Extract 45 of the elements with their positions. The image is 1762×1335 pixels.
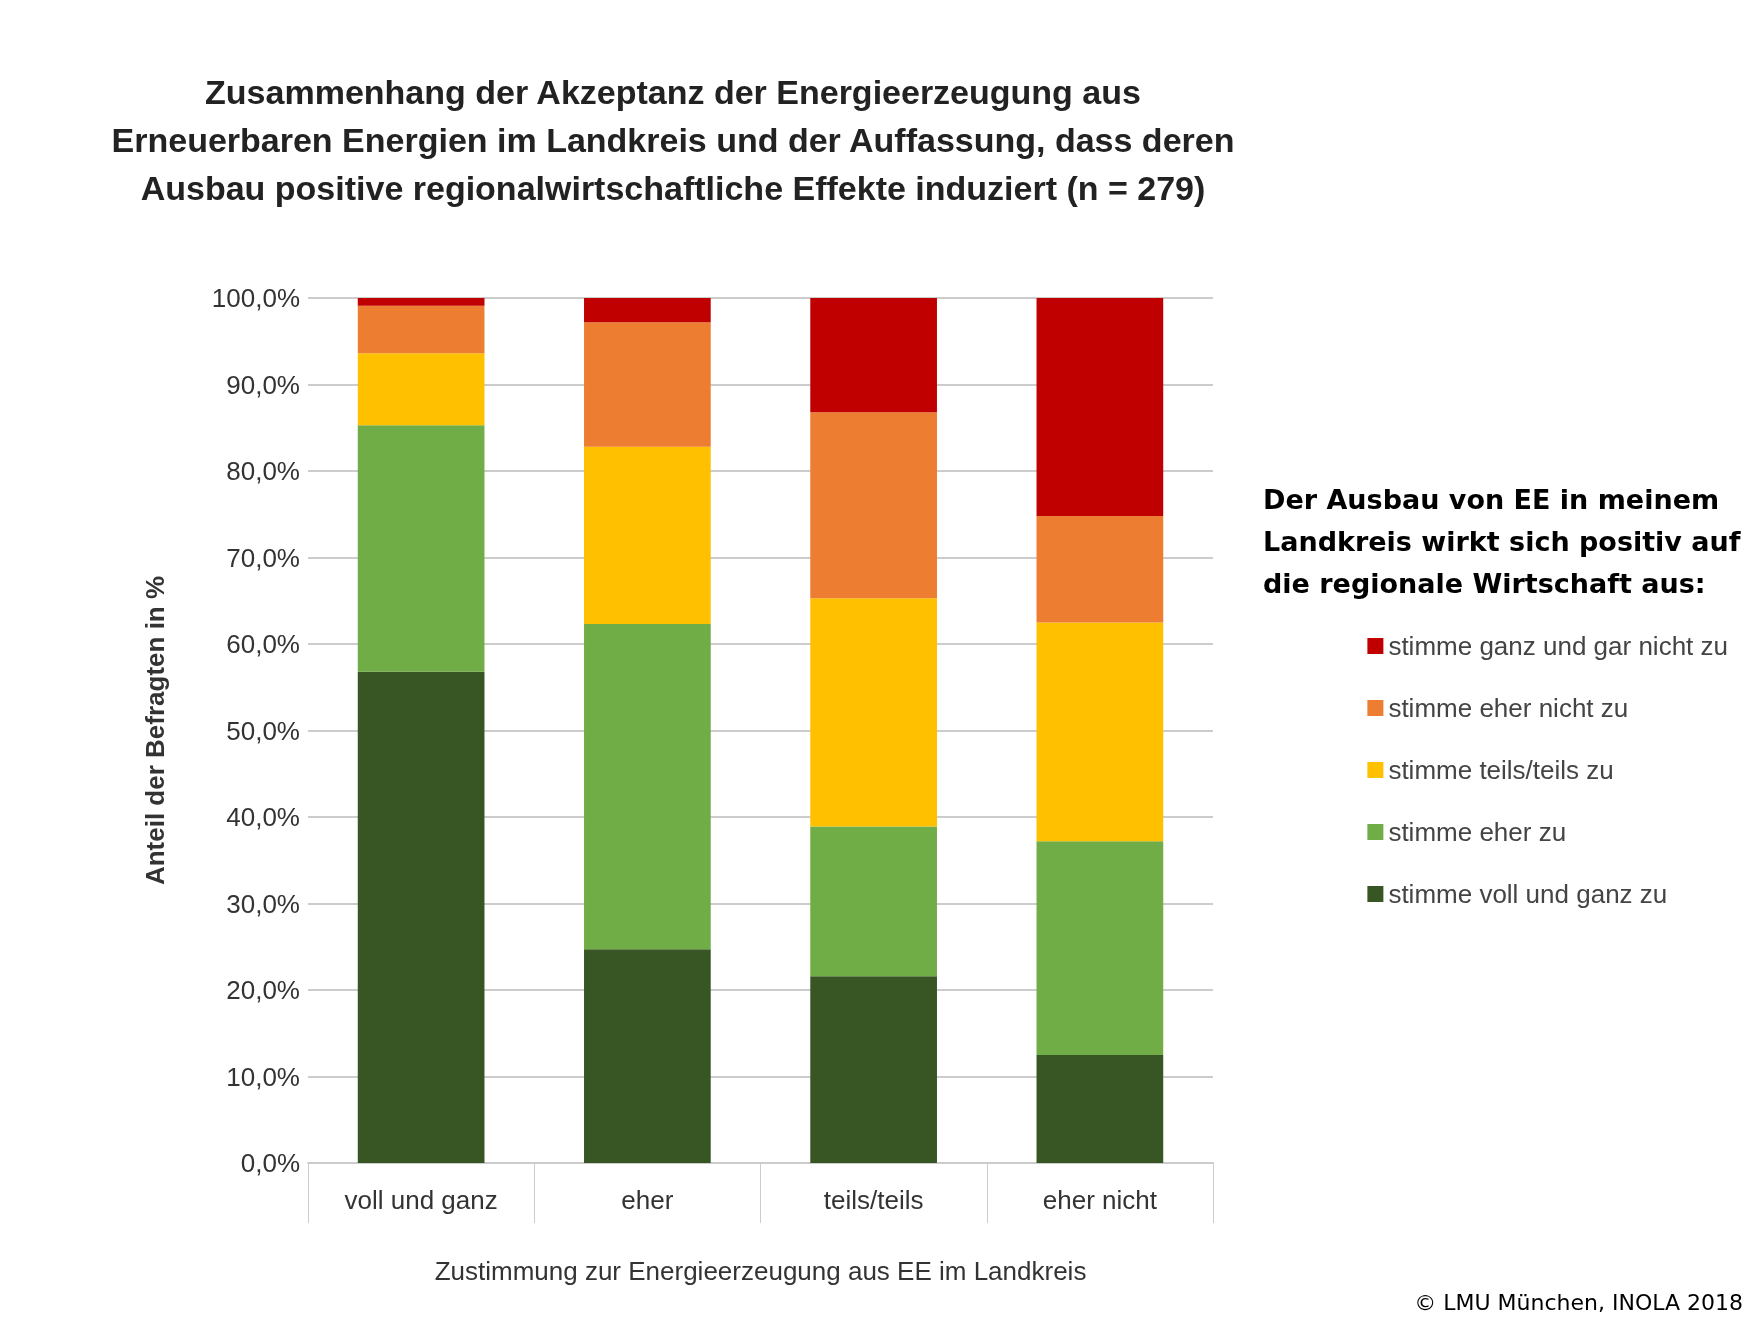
y-tick-label: 90,0% xyxy=(226,369,300,400)
y-tick-label: 10,0% xyxy=(226,1061,300,1092)
y-tick-label: 60,0% xyxy=(226,629,300,659)
legend-label: stimme ganz und gar nicht zu xyxy=(1388,631,1729,661)
y-tick-label: 30,0% xyxy=(226,888,300,919)
bar xyxy=(810,298,937,413)
text: © LMU München, INOLA 2018 xyxy=(1414,1289,1744,1315)
legend-label: stimme teils/teils zu xyxy=(1388,755,1614,785)
bar xyxy=(584,624,711,950)
y-axis-title: Anteil der Befragten in % xyxy=(140,575,170,886)
bar xyxy=(1036,622,1164,842)
y-tick-label: 80,0% xyxy=(226,456,300,486)
legend-title: Der Ausbau von EE in meinem Landkreis wirkt sich positiv auf die regionale Wirtschaft aus: xyxy=(1263,483,1741,599)
x-axis-title: Zustimmung zur Energieerzeugung aus EE im Landkreis xyxy=(434,1256,1087,1286)
y-tick-label: 100,0% xyxy=(211,283,300,313)
chart-title: Zusammenhang der Akzeptanz der Energieerzeugung aus Erneuerbaren Energien im Landkreis und der Auffassung, dass deren Ausbau positive regionalwirtschaftliche Effekte induziert (n = 279) xyxy=(111,73,1235,207)
bar xyxy=(810,412,937,599)
bar xyxy=(357,425,485,672)
bar xyxy=(584,298,711,323)
bar xyxy=(357,671,485,1163)
bar xyxy=(357,298,485,306)
bar xyxy=(1036,841,1164,1055)
x-tick-label: eher xyxy=(621,1185,674,1215)
bar xyxy=(1036,1054,1164,1163)
y-tick-label: 70,0% xyxy=(226,542,300,573)
legend-label: stimme eher nicht zu xyxy=(1388,693,1629,723)
y-tick-label: 0,0% xyxy=(240,1148,300,1178)
y-tick-label: 50,0% xyxy=(226,715,300,746)
bar xyxy=(584,949,711,1163)
bar xyxy=(1036,515,1164,623)
y-tick-label: 20,0% xyxy=(226,975,300,1005)
bar xyxy=(1036,298,1164,516)
bar xyxy=(810,826,937,977)
x-tick-label: eher nicht xyxy=(1042,1185,1158,1215)
legend-label: stimme voll und ganz zu xyxy=(1388,879,1668,909)
bar xyxy=(810,598,937,827)
x-tick-label: teils/teils xyxy=(823,1185,924,1215)
y-tick-label: 40,0% xyxy=(226,802,300,832)
bar xyxy=(584,322,711,447)
bar xyxy=(810,976,937,1163)
legend-label: stimme eher zu xyxy=(1388,817,1567,847)
x-tick-label: voll und ganz xyxy=(344,1185,498,1215)
bar xyxy=(584,446,711,625)
bar xyxy=(357,353,485,426)
bar xyxy=(357,305,485,354)
